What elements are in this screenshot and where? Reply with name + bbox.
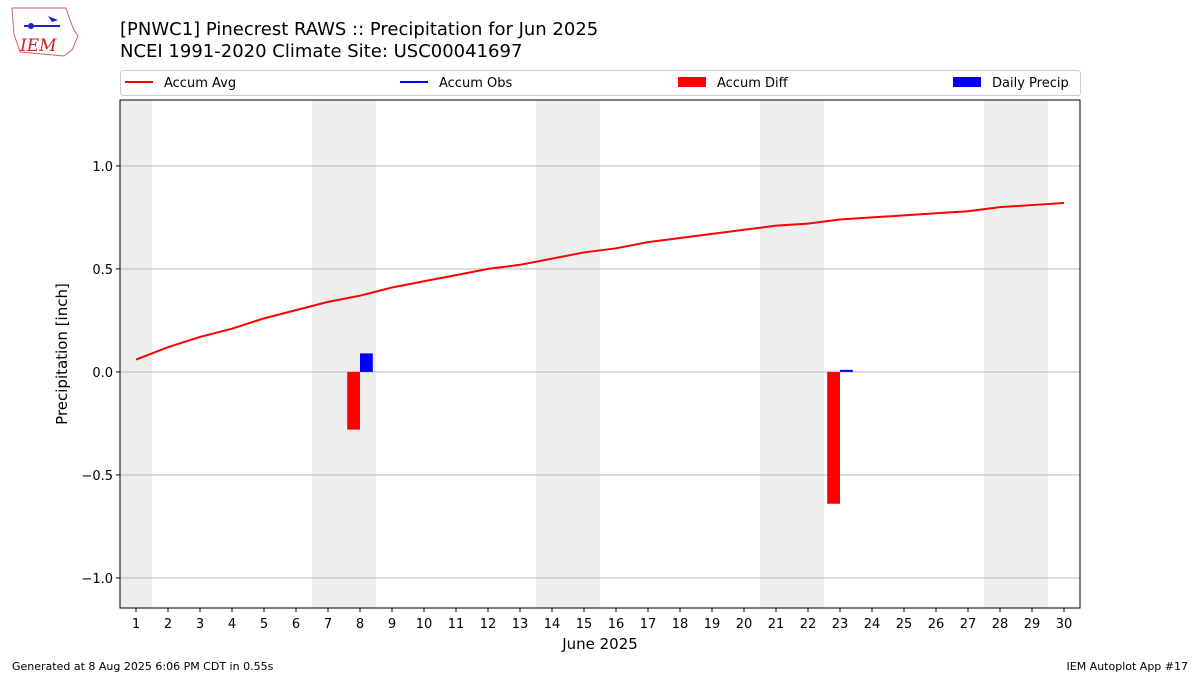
y-axis-label: Precipitation [inch] bbox=[53, 283, 71, 425]
x-tick-label: 16 bbox=[608, 617, 625, 632]
weekend-shade bbox=[760, 100, 824, 608]
x-tick-label: 9 bbox=[388, 617, 396, 632]
x-tick-label: 13 bbox=[512, 617, 529, 632]
x-tick-label: 18 bbox=[672, 617, 689, 632]
x-tick-label: 14 bbox=[544, 617, 561, 632]
x-tick-label: 28 bbox=[992, 617, 1009, 632]
bar bbox=[347, 371, 360, 430]
x-tick-label: 15 bbox=[576, 617, 593, 632]
footer-right: IEM Autoplot App #17 bbox=[1067, 660, 1189, 673]
x-tick-label: 25 bbox=[896, 617, 913, 632]
x-tick-label: 12 bbox=[480, 617, 497, 632]
x-tick-label: 29 bbox=[1024, 617, 1041, 632]
x-tick-label: 7 bbox=[324, 617, 332, 632]
weekend-shade bbox=[536, 100, 600, 608]
x-tick-label: 8 bbox=[356, 617, 364, 632]
x-tick-label: 26 bbox=[928, 617, 945, 632]
x-tick-label: 21 bbox=[768, 617, 785, 632]
x-tick-label: 11 bbox=[448, 617, 465, 632]
x-tick-label: 3 bbox=[196, 617, 204, 632]
logo-text: IEM bbox=[19, 36, 57, 56]
x-tick-label: 17 bbox=[640, 617, 657, 632]
legend bbox=[120, 70, 1081, 96]
legend-label: Daily Precip bbox=[992, 76, 1069, 91]
bar bbox=[827, 371, 840, 504]
x-tick-label: 27 bbox=[960, 617, 977, 632]
x-tick-label: 10 bbox=[416, 617, 433, 632]
footer-left: Generated at 8 Aug 2025 6:06 PM CDT in 0… bbox=[12, 660, 274, 673]
x-tick-label: 5 bbox=[260, 617, 268, 632]
x-axis-label: June 2025 bbox=[561, 635, 638, 653]
bar bbox=[360, 353, 373, 372]
logo: IEM bbox=[11, 7, 79, 57]
y-tick-label: 0.5 bbox=[92, 263, 113, 278]
legend-label: Accum Obs bbox=[439, 76, 512, 91]
x-tick-label: 2 bbox=[164, 617, 172, 632]
legend-swatch bbox=[678, 77, 706, 87]
x-tick-label: 19 bbox=[704, 617, 721, 632]
plot-frame bbox=[119, 99, 1081, 609]
x-tick-label: 20 bbox=[736, 617, 753, 632]
legend-label: Accum Avg bbox=[164, 76, 236, 91]
chart-subtitle: NCEI 1991-2020 Climate Site: USC00041697 bbox=[120, 41, 522, 62]
weekend-shade bbox=[984, 100, 1048, 608]
x-tick-label: 1 bbox=[132, 617, 140, 632]
weekend-shade bbox=[120, 100, 152, 608]
legend-swatch bbox=[953, 77, 981, 87]
legend-label: Accum Diff bbox=[717, 76, 789, 91]
y-tick-label: −1.0 bbox=[81, 572, 113, 587]
x-tick-label: 6 bbox=[292, 617, 300, 632]
chart-title: [PNWC1] Pinecrest RAWS :: Precipitation … bbox=[120, 19, 598, 40]
x-tick-label: 23 bbox=[832, 617, 849, 632]
x-tick-label: 30 bbox=[1056, 617, 1073, 632]
x-tick-label: 24 bbox=[864, 617, 881, 632]
bar bbox=[840, 369, 853, 372]
line bbox=[135, 202, 1065, 361]
y-tick-label: 1.0 bbox=[92, 160, 113, 175]
y-tick-label: 0.0 bbox=[92, 366, 113, 381]
x-tick-label: 22 bbox=[800, 617, 817, 632]
x-tick-label: 4 bbox=[228, 617, 236, 632]
y-tick-label: −0.5 bbox=[81, 469, 113, 484]
